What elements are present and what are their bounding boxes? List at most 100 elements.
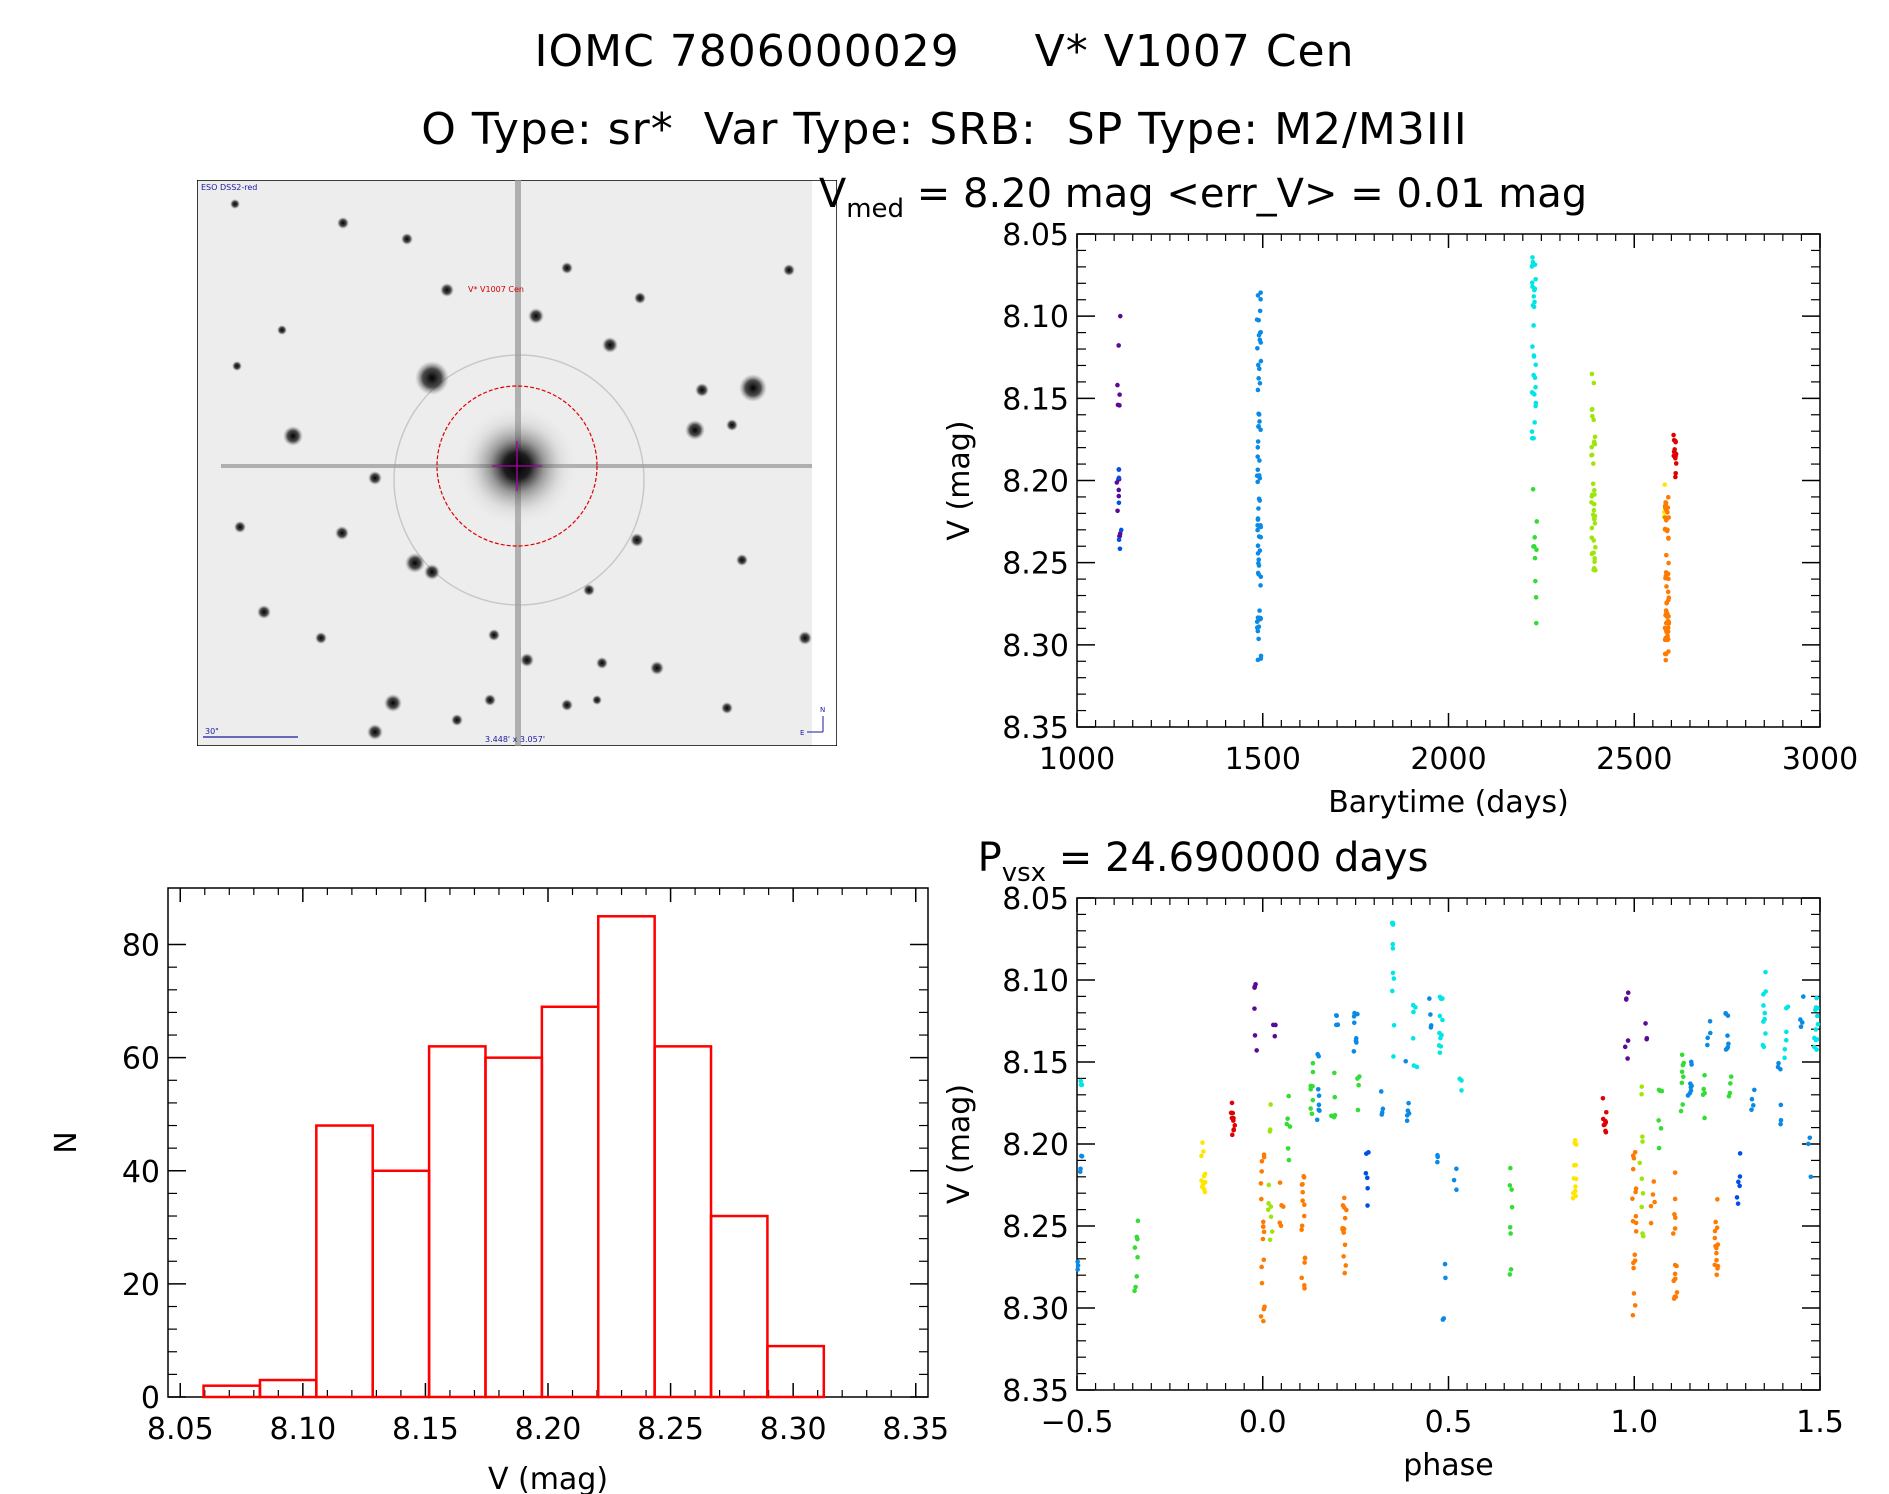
data-point — [1630, 1166, 1636, 1172]
field-star — [415, 361, 449, 395]
data-point — [1665, 589, 1671, 595]
data-point — [1625, 1038, 1631, 1043]
data-point — [1533, 620, 1539, 626]
y-tick-label: 8.15 — [1002, 382, 1069, 417]
data-point — [1591, 417, 1597, 423]
data-point — [1201, 1173, 1207, 1179]
data-point — [1135, 1218, 1141, 1224]
x-tick-label: 8.35 — [882, 1412, 949, 1447]
data-point — [1591, 508, 1597, 513]
data-point — [1631, 1155, 1637, 1161]
x-tick-label: 0.0 — [1239, 1405, 1287, 1440]
data-point — [1714, 1257, 1719, 1263]
data-point — [1572, 1188, 1578, 1194]
data-point — [1707, 1018, 1713, 1024]
field-star — [592, 695, 602, 705]
data-point — [1529, 280, 1535, 285]
data-point — [1265, 1207, 1271, 1213]
data-point — [1075, 1259, 1080, 1265]
data-point — [1592, 515, 1597, 521]
data-point — [1632, 1252, 1638, 1258]
data-point — [1454, 1187, 1459, 1193]
data-point — [1532, 287, 1537, 293]
data-point — [1254, 1048, 1259, 1053]
data-point — [1656, 1118, 1661, 1123]
histogram-bar — [202, 1384, 262, 1399]
data-point — [1813, 1027, 1819, 1032]
data-point — [1390, 946, 1396, 951]
light-curve-title: Vmed = 8.20 mag <err_V> = 0.01 mag — [819, 171, 1587, 224]
data-point — [1314, 1117, 1320, 1123]
y-tick-label: 60 — [122, 1042, 160, 1077]
data-point — [1255, 467, 1261, 473]
y-tick-label: 8.25 — [1002, 1210, 1069, 1245]
data-point — [1640, 1231, 1645, 1236]
data-point — [1078, 1078, 1084, 1084]
data-point — [1364, 1175, 1370, 1181]
y-tick-label: 8.05 — [1002, 882, 1069, 917]
data-point — [1255, 479, 1260, 485]
data-point — [1507, 1225, 1513, 1230]
data-point — [1268, 1214, 1274, 1220]
histogram-bar — [484, 1056, 544, 1399]
phase-curve-xlabel: phase — [1403, 1448, 1494, 1483]
field-star — [561, 699, 573, 711]
data-point — [1075, 1267, 1080, 1272]
x-tick-label: 2000 — [1410, 742, 1486, 777]
data-point — [1310, 1060, 1316, 1066]
data-point — [1299, 1275, 1304, 1281]
field-star — [405, 553, 425, 573]
data-point — [1310, 1069, 1316, 1075]
data-point — [1815, 1021, 1821, 1027]
data-point — [1268, 1204, 1274, 1209]
data-point — [1075, 1263, 1081, 1268]
data-point — [1268, 1102, 1273, 1107]
x-tick-label: 0.5 — [1425, 1405, 1473, 1440]
data-point — [1255, 387, 1261, 393]
histogram-ticks: 8.05 8.10 8.15 8.20 8.25 8.30 8.35 0 20 40 60 80 — [122, 888, 949, 1447]
data-point — [1663, 657, 1669, 663]
data-point — [1355, 1107, 1361, 1113]
data-point — [1259, 1264, 1264, 1270]
y-tick-label: 8.35 — [1002, 711, 1069, 746]
data-point — [1451, 1177, 1457, 1183]
data-point — [1707, 1030, 1713, 1036]
data-point — [1259, 1196, 1264, 1202]
light-curve-chart: Vmed = 8.20 mag <err_V> = 0.01 mag 1000 1… — [819, 171, 1858, 820]
histogram-bar — [258, 1378, 318, 1399]
data-point — [1267, 1237, 1273, 1243]
data-point — [1343, 1263, 1349, 1268]
x-tick-label: 3000 — [1782, 742, 1858, 777]
data-point — [1630, 1196, 1635, 1202]
data-point — [1672, 1196, 1678, 1202]
data-point — [1257, 548, 1263, 553]
data-point — [1814, 1013, 1820, 1019]
data-point — [1257, 458, 1262, 463]
data-point — [1749, 1107, 1754, 1113]
y-tick-label: 8.05 — [1002, 218, 1069, 253]
data-point — [1255, 362, 1261, 368]
data-point — [1648, 1220, 1654, 1226]
data-point — [1256, 423, 1262, 429]
light-curve-title-sub: med — [846, 194, 904, 224]
histogram-bar — [427, 1045, 487, 1399]
data-point — [1705, 1035, 1710, 1041]
data-point — [1808, 1174, 1814, 1180]
survey-label: ESO DSS2-red — [201, 183, 257, 192]
data-point — [1532, 392, 1537, 397]
data-point — [1534, 519, 1540, 524]
data-point — [1301, 1173, 1306, 1179]
data-point — [1678, 1108, 1684, 1114]
data-point — [1341, 1230, 1347, 1235]
data-point — [1680, 1102, 1685, 1107]
data-point — [1571, 1176, 1577, 1181]
data-point — [1666, 560, 1671, 566]
data-point — [1532, 375, 1538, 381]
data-point — [1258, 1314, 1264, 1319]
data-point — [1459, 1078, 1464, 1083]
histogram-xlabel: V (mag) — [488, 1462, 608, 1494]
field-star — [726, 419, 738, 431]
data-point — [1257, 380, 1263, 386]
data-point — [1509, 1187, 1514, 1192]
